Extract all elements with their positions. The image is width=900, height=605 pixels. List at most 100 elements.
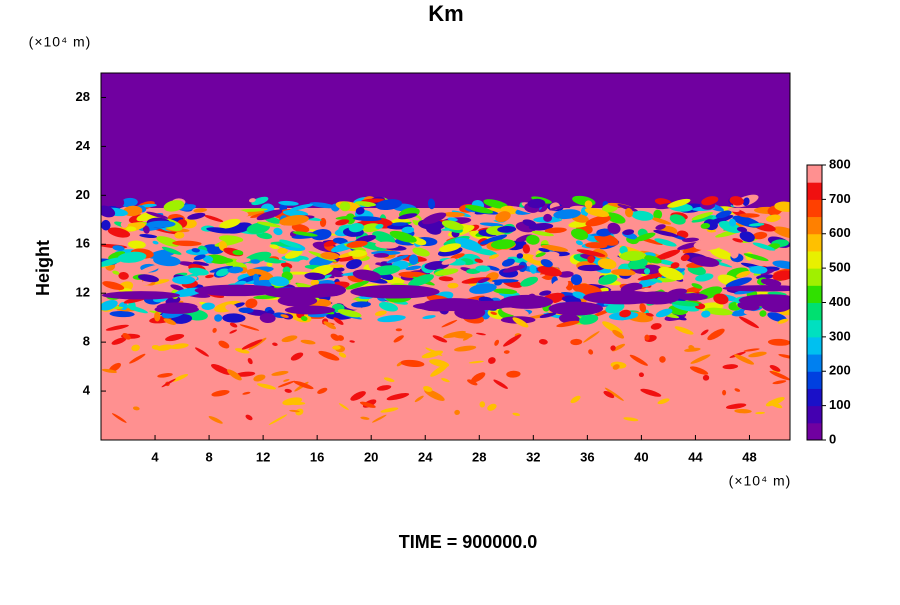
field-blob — [502, 265, 525, 273]
field-blob — [669, 214, 686, 225]
field-blob — [611, 269, 636, 276]
field-blob — [479, 401, 486, 408]
field-blob — [153, 255, 181, 267]
field-blob — [195, 347, 209, 357]
field-blob — [378, 301, 398, 312]
field-blob — [442, 212, 465, 217]
field-blob — [359, 401, 376, 408]
field-blob — [774, 201, 790, 212]
field-blob — [701, 196, 719, 206]
field-blob — [490, 239, 516, 250]
field-blob — [476, 332, 486, 336]
field-blob — [572, 291, 587, 299]
field-blob — [234, 348, 250, 354]
field-blob — [768, 401, 783, 409]
field-blob — [227, 266, 244, 274]
field-blob — [538, 339, 548, 345]
field-blob — [333, 317, 344, 325]
field-blob — [290, 401, 306, 406]
field-blob — [352, 216, 382, 222]
field-blob — [295, 408, 304, 416]
field-blob — [277, 294, 318, 307]
field-blob — [691, 256, 720, 267]
field-blob — [120, 220, 129, 228]
field-blob — [234, 280, 247, 286]
field-blob — [488, 357, 496, 364]
field-blob — [131, 344, 140, 352]
y-tick-label: 24 — [76, 138, 91, 153]
field-blob — [127, 240, 146, 249]
field-blob — [239, 324, 260, 331]
field-blob — [454, 345, 477, 352]
field-blob — [101, 219, 111, 231]
field-blob — [704, 307, 733, 316]
field-blob — [374, 310, 387, 316]
field-blob — [429, 359, 450, 368]
y-axis-label: Height — [33, 240, 53, 296]
y-tick-label: 28 — [76, 89, 90, 104]
x-tick-label: 20 — [364, 449, 378, 464]
field-blob — [339, 201, 351, 212]
field-blob — [650, 323, 662, 330]
field-blob — [576, 249, 606, 257]
x-tick-label: 36 — [580, 449, 594, 464]
field-blob — [337, 309, 362, 318]
field-blob — [769, 370, 790, 381]
field-blob — [161, 378, 176, 388]
field-blob — [154, 228, 183, 235]
field-blob — [503, 350, 510, 354]
field-blob — [282, 209, 309, 217]
field-blob — [702, 374, 710, 381]
field-blob — [355, 207, 365, 215]
field-blob — [540, 259, 553, 268]
field-blob — [670, 262, 680, 269]
field-blob — [713, 293, 729, 305]
colorbar-swatch — [807, 422, 822, 441]
field-blob — [205, 274, 214, 279]
x-tick-label: 44 — [688, 449, 703, 464]
field-blob — [479, 234, 508, 245]
field-blob — [332, 237, 348, 245]
field-blob — [631, 210, 654, 221]
field-blob — [551, 279, 569, 291]
field-blob — [193, 254, 206, 261]
field-blob — [695, 273, 714, 282]
field-blob — [291, 223, 310, 233]
field-blob — [432, 335, 448, 343]
field-blob — [624, 208, 634, 218]
field-blob — [710, 247, 733, 260]
field-blob — [499, 294, 554, 309]
field-blob — [617, 203, 638, 212]
field-blob — [585, 215, 611, 227]
field-blob — [653, 230, 679, 237]
field-blob — [619, 251, 646, 261]
field-blob — [280, 314, 289, 318]
field-blob — [140, 264, 161, 274]
field-blob — [722, 285, 790, 292]
field-blob — [256, 209, 283, 221]
field-blob — [252, 273, 260, 284]
field-blob — [422, 212, 447, 225]
field-blob — [246, 222, 270, 234]
field-blob — [163, 200, 185, 212]
field-blob — [383, 377, 395, 382]
field-blob — [194, 284, 280, 297]
field-blob — [284, 305, 336, 315]
field-blob — [570, 228, 589, 241]
field-blob — [317, 387, 328, 394]
field-blob — [250, 259, 261, 264]
field-blob — [490, 311, 498, 315]
field-blob — [204, 215, 224, 222]
field-blob — [192, 261, 209, 266]
field-blob — [772, 380, 787, 385]
field-blob — [174, 231, 185, 239]
field-blob — [350, 391, 366, 401]
field-blob — [760, 269, 775, 276]
field-blob — [691, 283, 703, 289]
colorbar-tick-label: 700 — [829, 191, 851, 206]
field-blob — [395, 328, 403, 332]
field-blob — [348, 249, 368, 257]
colorbar-swatch — [807, 371, 822, 389]
y-tick-label: 4 — [83, 383, 91, 398]
field-blob — [225, 304, 237, 312]
